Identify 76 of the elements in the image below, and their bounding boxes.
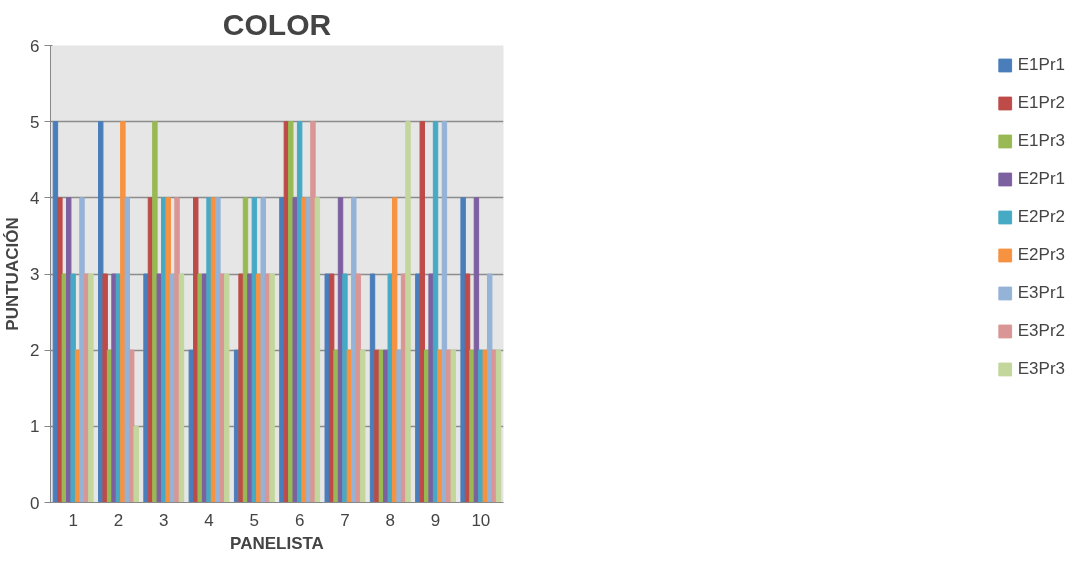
y-tick-label: 1	[30, 417, 40, 437]
x-tick-label: 7	[340, 510, 350, 530]
bar	[260, 197, 266, 503]
bar	[102, 273, 108, 503]
y-tick-label: 5	[30, 112, 40, 132]
bar	[61, 273, 68, 503]
bar	[314, 197, 321, 503]
legend-label: E2Pr1	[1017, 169, 1065, 189]
bar	[238, 273, 244, 503]
bar	[396, 349, 402, 503]
x-tick-label: 5	[249, 510, 260, 530]
x-tick-label: 1	[68, 510, 78, 530]
legend-label: E2Pr2	[1017, 207, 1065, 227]
bar	[469, 349, 475, 503]
y-tick-label: 4	[30, 188, 40, 208]
legend-label: E1Pr2	[1017, 93, 1065, 113]
bar	[450, 349, 456, 503]
bar	[129, 349, 135, 503]
bar	[165, 197, 171, 503]
bar	[133, 425, 139, 503]
bar	[333, 349, 339, 503]
x-tick-label: 6	[294, 510, 305, 530]
bar	[428, 273, 434, 503]
bar	[355, 273, 361, 503]
x-tick-label: 9	[430, 510, 441, 530]
bar	[174, 197, 180, 503]
bar	[342, 273, 348, 503]
bar	[391, 197, 398, 503]
bar	[324, 273, 330, 503]
bar	[292, 197, 298, 503]
bar	[301, 197, 307, 503]
legend-label: E1Pr1	[1017, 55, 1065, 75]
bar	[88, 273, 94, 503]
legend-label: E2Pr3	[1017, 245, 1065, 265]
x-tick-label: 2	[113, 510, 124, 530]
bar	[79, 197, 85, 503]
bar	[156, 273, 163, 503]
legend-label: E3Pr2	[1017, 321, 1065, 341]
x-tick-label: 8	[385, 510, 395, 530]
bar	[482, 349, 488, 503]
bar	[178, 273, 185, 503]
bar	[359, 349, 366, 503]
x-tick-label: 10	[471, 510, 491, 530]
x-axis-title: PANELISTA	[230, 533, 324, 553]
bar	[437, 349, 443, 503]
bar	[310, 121, 316, 503]
bar	[283, 121, 290, 503]
bar	[269, 273, 275, 503]
bar	[206, 197, 212, 503]
y-tick-label: 2	[30, 341, 40, 361]
legend-label: E3Pr1	[1017, 283, 1065, 303]
bar	[251, 197, 258, 503]
bar	[224, 273, 230, 503]
bar	[460, 197, 466, 503]
bar	[188, 349, 195, 503]
bar	[143, 273, 149, 503]
x-tick-label: 3	[159, 510, 169, 530]
bar	[111, 273, 117, 503]
legend-label: E3Pr3	[1017, 359, 1065, 379]
y-tick-label: 3	[30, 265, 40, 284]
bar	[491, 349, 497, 503]
bar	[405, 121, 411, 503]
bar	[197, 273, 203, 503]
y-axis-title: PUNTUACIÓN	[3, 217, 23, 331]
bar	[219, 273, 226, 503]
legend-label: E1Pr3	[1017, 131, 1065, 151]
chart-title: COLOR	[222, 7, 332, 41]
bar	[419, 121, 425, 503]
y-tick-label: 6	[30, 36, 40, 56]
bar	[374, 349, 380, 503]
bar	[387, 273, 393, 503]
x-tick-label: 4	[204, 510, 214, 530]
bar	[495, 349, 502, 503]
y-tick-label: 0	[30, 493, 40, 513]
bar	[124, 197, 131, 503]
bar	[70, 273, 76, 503]
